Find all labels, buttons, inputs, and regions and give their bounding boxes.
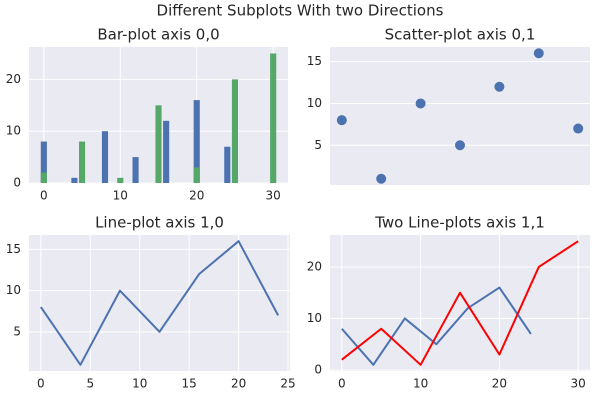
line	[40, 240, 280, 366]
point	[494, 81, 505, 92]
y-tick-label: 10	[307, 311, 322, 325]
subplot-title: Bar-plot axis 0,0	[97, 26, 219, 44]
y-tick-label: 0	[314, 362, 322, 376]
bar	[231, 79, 239, 183]
bar	[101, 131, 109, 183]
subplot-title: Two Line-plots axis 1,1	[374, 214, 545, 232]
bar	[224, 146, 231, 183]
point	[533, 48, 544, 59]
line	[341, 286, 532, 366]
y-tick-label: 10	[6, 124, 21, 138]
plot-area	[330, 235, 590, 371]
y-tick-label: 5	[13, 324, 21, 338]
y-tick-label: 20	[307, 259, 322, 273]
bar	[117, 177, 124, 183]
point	[455, 140, 465, 151]
y-tick-label: 15	[307, 54, 322, 68]
x-tick-label: 20	[189, 189, 204, 203]
plot-area	[330, 47, 590, 185]
x-tick-label: 20	[492, 377, 507, 391]
x-tick-label: 0	[338, 377, 346, 391]
subplot-title: Line-plot axis 1,0	[95, 214, 224, 232]
x-tick-label: 10	[413, 377, 428, 391]
x-tick-label: 30	[266, 189, 281, 203]
y-tick-label: 10	[6, 283, 21, 297]
point	[336, 115, 347, 126]
point	[415, 98, 426, 109]
figure-title: Different Subplots With two Directions	[157, 2, 444, 20]
bar	[78, 141, 86, 183]
point	[376, 173, 387, 184]
bar	[193, 100, 200, 183]
x-tick-label: 5	[86, 377, 94, 391]
x-tick-label: 25	[280, 377, 295, 391]
line	[341, 240, 579, 366]
bar	[155, 105, 162, 183]
bar	[163, 120, 170, 183]
x-tick-label: 20	[231, 377, 246, 391]
x-tick-label: 30	[571, 377, 586, 391]
y-tick-label: 20	[6, 72, 21, 86]
subplot-title: Scatter-plot axis 0,1	[385, 26, 536, 44]
y-tick-label: 10	[307, 96, 322, 110]
x-tick-label: 0	[37, 377, 45, 391]
point	[573, 123, 584, 134]
bar	[270, 53, 277, 183]
x-tick-label: 10	[132, 377, 147, 391]
bar	[40, 141, 47, 183]
bar	[40, 172, 47, 183]
x-tick-label: 10	[113, 189, 128, 203]
y-tick-label: 15	[6, 242, 21, 256]
x-tick-label: 0	[40, 189, 48, 203]
plot-area	[29, 235, 290, 371]
y-tick-label: 5	[314, 138, 322, 152]
bar	[132, 157, 139, 183]
bar	[71, 177, 78, 183]
y-tick-label: 0	[13, 176, 21, 190]
x-tick-label: 15	[182, 377, 197, 391]
bar	[193, 167, 200, 183]
